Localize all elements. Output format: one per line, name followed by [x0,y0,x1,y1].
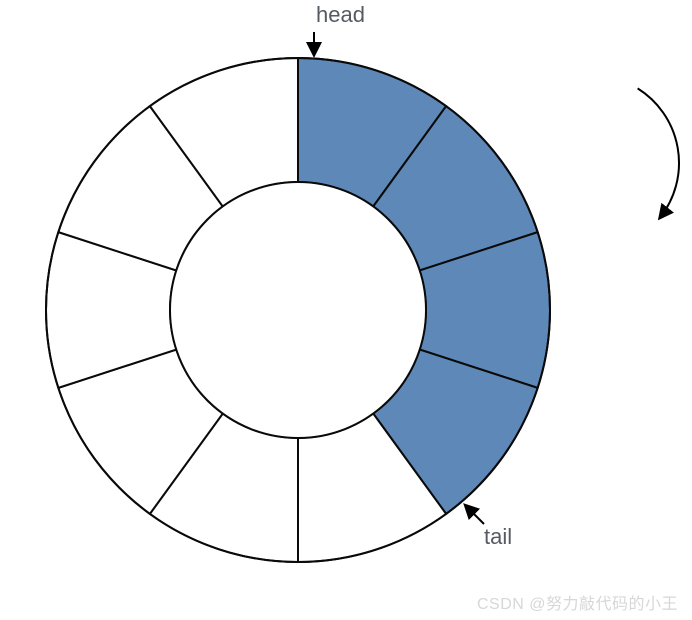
inner-circle [170,182,426,438]
head-label: head [316,2,365,28]
direction-arrow-icon [638,88,679,217]
tail-arrow-icon [466,506,484,524]
ring-buffer-diagram [0,0,692,620]
tail-label: tail [484,524,512,550]
watermark-text: CSDN @努力敲代码的小王 [477,590,678,614]
